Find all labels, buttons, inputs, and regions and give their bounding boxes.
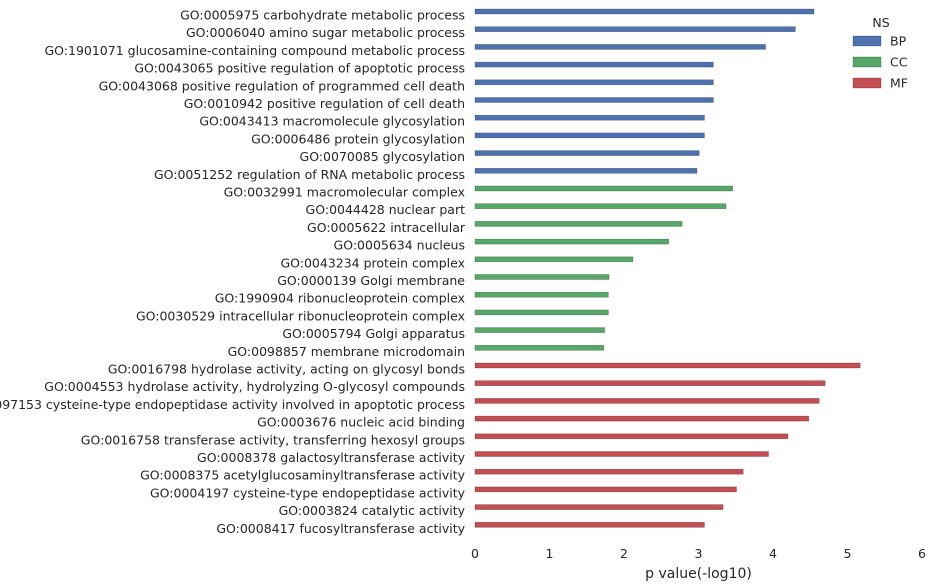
y-tick-labels: GO:0005975 carbohydrate metabolic proces… bbox=[0, 8, 466, 536]
bar-mf bbox=[474, 504, 724, 510]
bar-cc bbox=[474, 274, 610, 280]
x-tick-label: 3 bbox=[695, 546, 703, 561]
x-tick-label: 5 bbox=[844, 546, 852, 561]
y-tick-label: GO:0006040 amino sugar metabolic process bbox=[186, 25, 465, 40]
y-tick-label: GO:0005634 nucleus bbox=[334, 238, 465, 253]
bar-mf bbox=[474, 380, 826, 387]
bar-bp bbox=[474, 61, 714, 68]
y-tick-label: GO:0003676 nucleic acid binding bbox=[257, 415, 465, 430]
x-tick-labels: 0 1 2 3 4 5 6 bbox=[471, 546, 926, 561]
legend-title: NS bbox=[872, 15, 889, 30]
bar-bp bbox=[474, 114, 705, 121]
bar-bp bbox=[474, 168, 698, 174]
bar-cc bbox=[474, 344, 605, 351]
y-tick-label: GO:0005794 Golgi apparatus bbox=[282, 326, 465, 341]
x-axis-label: p value(-log10) bbox=[645, 566, 752, 582]
legend-swatch-bp bbox=[852, 35, 882, 47]
y-tick-label: GO:0097153 cysteine-type endopeptidase a… bbox=[0, 397, 465, 412]
bar-bp bbox=[474, 150, 700, 156]
y-tick-label: GO:0006486 protein glycosylation bbox=[251, 131, 465, 146]
bar-mf bbox=[474, 468, 744, 475]
legend-label-bp: BP bbox=[890, 34, 907, 49]
y-tick-label: GO:0005975 carbohydrate metabolic proces… bbox=[180, 8, 465, 23]
legend-swatch-mf bbox=[852, 77, 882, 89]
legend: NS BP CC MF bbox=[852, 15, 908, 91]
bar-cc bbox=[474, 256, 634, 263]
y-tick-label: GO:0032991 macromolecular complex bbox=[224, 185, 465, 200]
y-tick-label: GO:1990904 ribonucleoprotein complex bbox=[215, 291, 465, 306]
bars-group bbox=[474, 8, 861, 528]
bar-cc bbox=[474, 291, 609, 298]
bar-mf bbox=[474, 433, 789, 440]
y-tick-label: GO:0070085 glycosylation bbox=[300, 149, 465, 164]
y-tick-label: GO:0016758 transferase activity, transfe… bbox=[81, 432, 465, 447]
x-tick-label: 0 bbox=[471, 546, 479, 561]
bar-cc bbox=[474, 238, 669, 245]
y-tick-label: GO:0008417 fucosyltransferase activity bbox=[216, 521, 465, 536]
bar-bp bbox=[474, 44, 766, 50]
y-tick-label: GO:0005622 intracellular bbox=[307, 220, 466, 235]
y-tick-label: GO:0008375 acetylglucosaminyltransferase… bbox=[140, 468, 465, 483]
y-tick-label: GO:0043234 protein complex bbox=[280, 255, 465, 270]
y-tick-label: GO:0004553 hydrolase activity, hydrolyzi… bbox=[44, 379, 465, 394]
bar-cc bbox=[474, 185, 734, 192]
bar-cc bbox=[474, 327, 605, 333]
bar-mf bbox=[474, 521, 705, 528]
y-tick-label: GO:0051252 regulation of RNA metabolic p… bbox=[154, 167, 465, 182]
y-tick-label: GO:0030529 intracellular ribonucleoprote… bbox=[136, 308, 465, 323]
bar-mf bbox=[474, 486, 737, 493]
y-tick-label: GO:0003824 catalytic activity bbox=[279, 503, 466, 518]
bar-mf bbox=[474, 362, 861, 369]
y-tick-label: GO:0010942 positive regulation of cell d… bbox=[184, 96, 465, 111]
y-tick-label: GO:0008378 galactosyltransferase activit… bbox=[197, 450, 466, 465]
bar-cc bbox=[474, 203, 727, 209]
bar-mf bbox=[474, 451, 769, 457]
bar-bp bbox=[474, 97, 714, 103]
bar-bp bbox=[474, 79, 714, 86]
bar-bp bbox=[474, 8, 815, 15]
legend-label-mf: MF bbox=[890, 76, 908, 91]
legend-label-cc: CC bbox=[890, 55, 908, 70]
x-tick-label: 6 bbox=[918, 546, 926, 561]
bar-cc bbox=[474, 309, 609, 316]
y-tick-label: GO:0004197 cysteine-type endopeptidase a… bbox=[150, 485, 466, 500]
x-tick-label: 2 bbox=[620, 546, 628, 561]
y-tick-label: GO:1901071 glucosamine-containing compou… bbox=[44, 43, 465, 58]
y-tick-label: GO:0043065 positive regulation of apopto… bbox=[134, 61, 465, 76]
bar-mf bbox=[474, 398, 820, 404]
bar-bp bbox=[474, 132, 705, 139]
legend-swatch-cc bbox=[852, 56, 882, 68]
bar-mf bbox=[474, 415, 810, 422]
y-tick-label: GO:0043068 positive regulation of progra… bbox=[99, 78, 465, 93]
y-tick-label: GO:0016798 hydrolase activity, acting on… bbox=[108, 362, 465, 377]
y-tick-label: GO:0043413 macromolecule glycosylation bbox=[199, 114, 465, 129]
y-tick-label: GO:0044428 nuclear part bbox=[306, 202, 466, 217]
bar-bp bbox=[474, 26, 796, 33]
bar-cc bbox=[474, 221, 683, 227]
x-tick-label: 4 bbox=[769, 546, 777, 561]
y-tick-label: GO:0000139 Golgi membrane bbox=[277, 273, 465, 288]
x-tick-label: 1 bbox=[546, 546, 554, 561]
y-tick-label: GO:0098857 membrane microdomain bbox=[228, 344, 465, 359]
